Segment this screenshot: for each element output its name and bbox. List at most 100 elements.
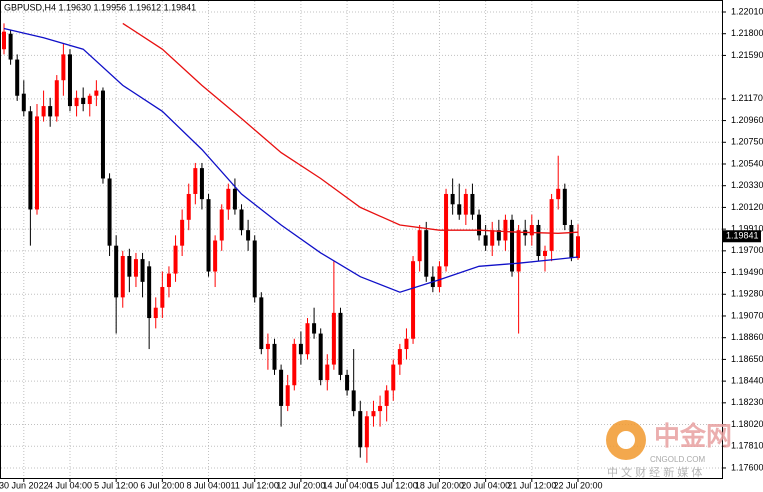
candle-body [87, 95, 92, 105]
candle-body [345, 374, 350, 391]
y-tick-label: 1.22010 [731, 6, 763, 16]
candle-body [226, 188, 231, 210]
candle-body [166, 273, 171, 288]
candle-body [180, 219, 185, 246]
x-tick-label: 15 Jul 12:00 [369, 480, 418, 490]
candle-body [437, 266, 442, 288]
watermark-name: 中金网 [654, 421, 732, 451]
candle-body [384, 390, 389, 406]
candle-body [61, 54, 66, 81]
candle-body [232, 188, 237, 210]
candle-body [411, 261, 416, 339]
candle-body [516, 230, 521, 272]
candle-body [285, 385, 290, 406]
candle-body [305, 323, 310, 355]
plot-frame [0, 0, 723, 479]
x-tick-label: 18 Jul 20:00 [415, 480, 464, 490]
candle-body [483, 235, 488, 246]
x-tick-label: 11 Jul 12:00 [231, 480, 279, 490]
x-tick-label: 30 Jun 2022 [0, 480, 49, 490]
y-tick-label: 1.21800 [731, 28, 763, 38]
candle-body [94, 90, 99, 96]
y-tick-label: 1.20120 [731, 202, 763, 212]
y-tick-label: 1.18860 [731, 332, 763, 342]
candle-body [199, 168, 204, 200]
candle-body [107, 178, 112, 246]
y-tick-label: 1.20540 [731, 158, 763, 168]
logo-icon-inner [617, 431, 635, 449]
candle-body [48, 106, 53, 117]
y-tick-label: 1.18440 [731, 375, 763, 385]
watermark: 中金网 CNGOLD.COM 中 文 财 经 新 媒 体 [606, 420, 732, 479]
candle-body [298, 343, 303, 355]
candle-body [34, 116, 39, 210]
candle-body [81, 97, 86, 105]
y-tick-label: 1.21590 [731, 50, 763, 60]
candle-body [133, 259, 138, 277]
y-tick-label: 1.18650 [731, 354, 763, 364]
candle-body [477, 214, 482, 236]
candle-body [496, 230, 501, 241]
candle-body [100, 90, 105, 179]
x-tick-label: 20 Jul 04:00 [461, 480, 510, 490]
candle-body [15, 59, 20, 96]
candle-body [186, 193, 191, 220]
x-tick-label: 14 Jul 04:00 [323, 480, 372, 490]
y-tick-label: 1.21170 [731, 93, 763, 103]
candle-body [219, 209, 224, 241]
candle-body [463, 193, 468, 215]
candle-body [331, 312, 336, 365]
candle-body [378, 405, 383, 412]
candle-body [417, 230, 422, 262]
x-tick-label: 22 Jul 20:00 [553, 480, 602, 490]
candle-body [543, 250, 548, 257]
candle-body [562, 188, 567, 225]
y-tick-label: 1.20960 [731, 115, 763, 125]
candle-body [246, 230, 251, 241]
current-price-box [723, 230, 761, 243]
x-tick-label: 12 Jul 20:00 [276, 480, 325, 490]
candle-body [213, 240, 218, 272]
candle-body [397, 349, 402, 365]
y-tick-label: 1.19070 [731, 310, 763, 320]
watermark-tagline: 中 文 财 经 新 媒 体 [607, 465, 702, 479]
watermark-site: CNGOLD.COM [650, 455, 705, 464]
candle-body [265, 343, 270, 350]
candle-body [127, 256, 132, 277]
candle-body [147, 266, 152, 319]
candle-body [67, 54, 72, 107]
chart-title: GBPUSD,H4 1.19630 1.19956 1.19612 1.1984… [4, 2, 196, 12]
candle-body [371, 411, 376, 417]
candle-body [325, 364, 330, 381]
candle-body [120, 256, 125, 298]
candle-body [490, 230, 495, 246]
candle-body [54, 80, 59, 117]
candle-body [140, 259, 145, 282]
candle-body [312, 323, 317, 334]
candle-body [41, 106, 46, 117]
candle-body [279, 369, 284, 406]
x-tick-label: 21 Jul 12:00 [507, 480, 556, 490]
candle-body [569, 224, 574, 259]
candle-body [510, 219, 515, 272]
candle-body [338, 312, 343, 375]
candle-body [457, 204, 462, 215]
candle-body [272, 343, 277, 370]
candle-body [503, 219, 508, 241]
candle-body [153, 307, 158, 319]
candle-body [252, 240, 257, 298]
x-tick-label: 6 Jul 20:00 [140, 480, 184, 490]
x-tick-label: 4 Jul 04:00 [48, 480, 92, 490]
y-tick-label: 1.19280 [731, 289, 763, 299]
y-tick-label: 1.17810 [731, 441, 763, 451]
candle-body [239, 209, 244, 231]
y-tick-label: 1.19910 [731, 224, 763, 234]
candle-body [529, 224, 534, 236]
y-tick-label: 1.18020 [731, 419, 763, 429]
y-tick-label: 1.20330 [731, 180, 763, 190]
marks [2, 22, 580, 463]
candle-body [470, 193, 475, 215]
candle-body [351, 390, 356, 412]
candle-body [358, 411, 363, 448]
